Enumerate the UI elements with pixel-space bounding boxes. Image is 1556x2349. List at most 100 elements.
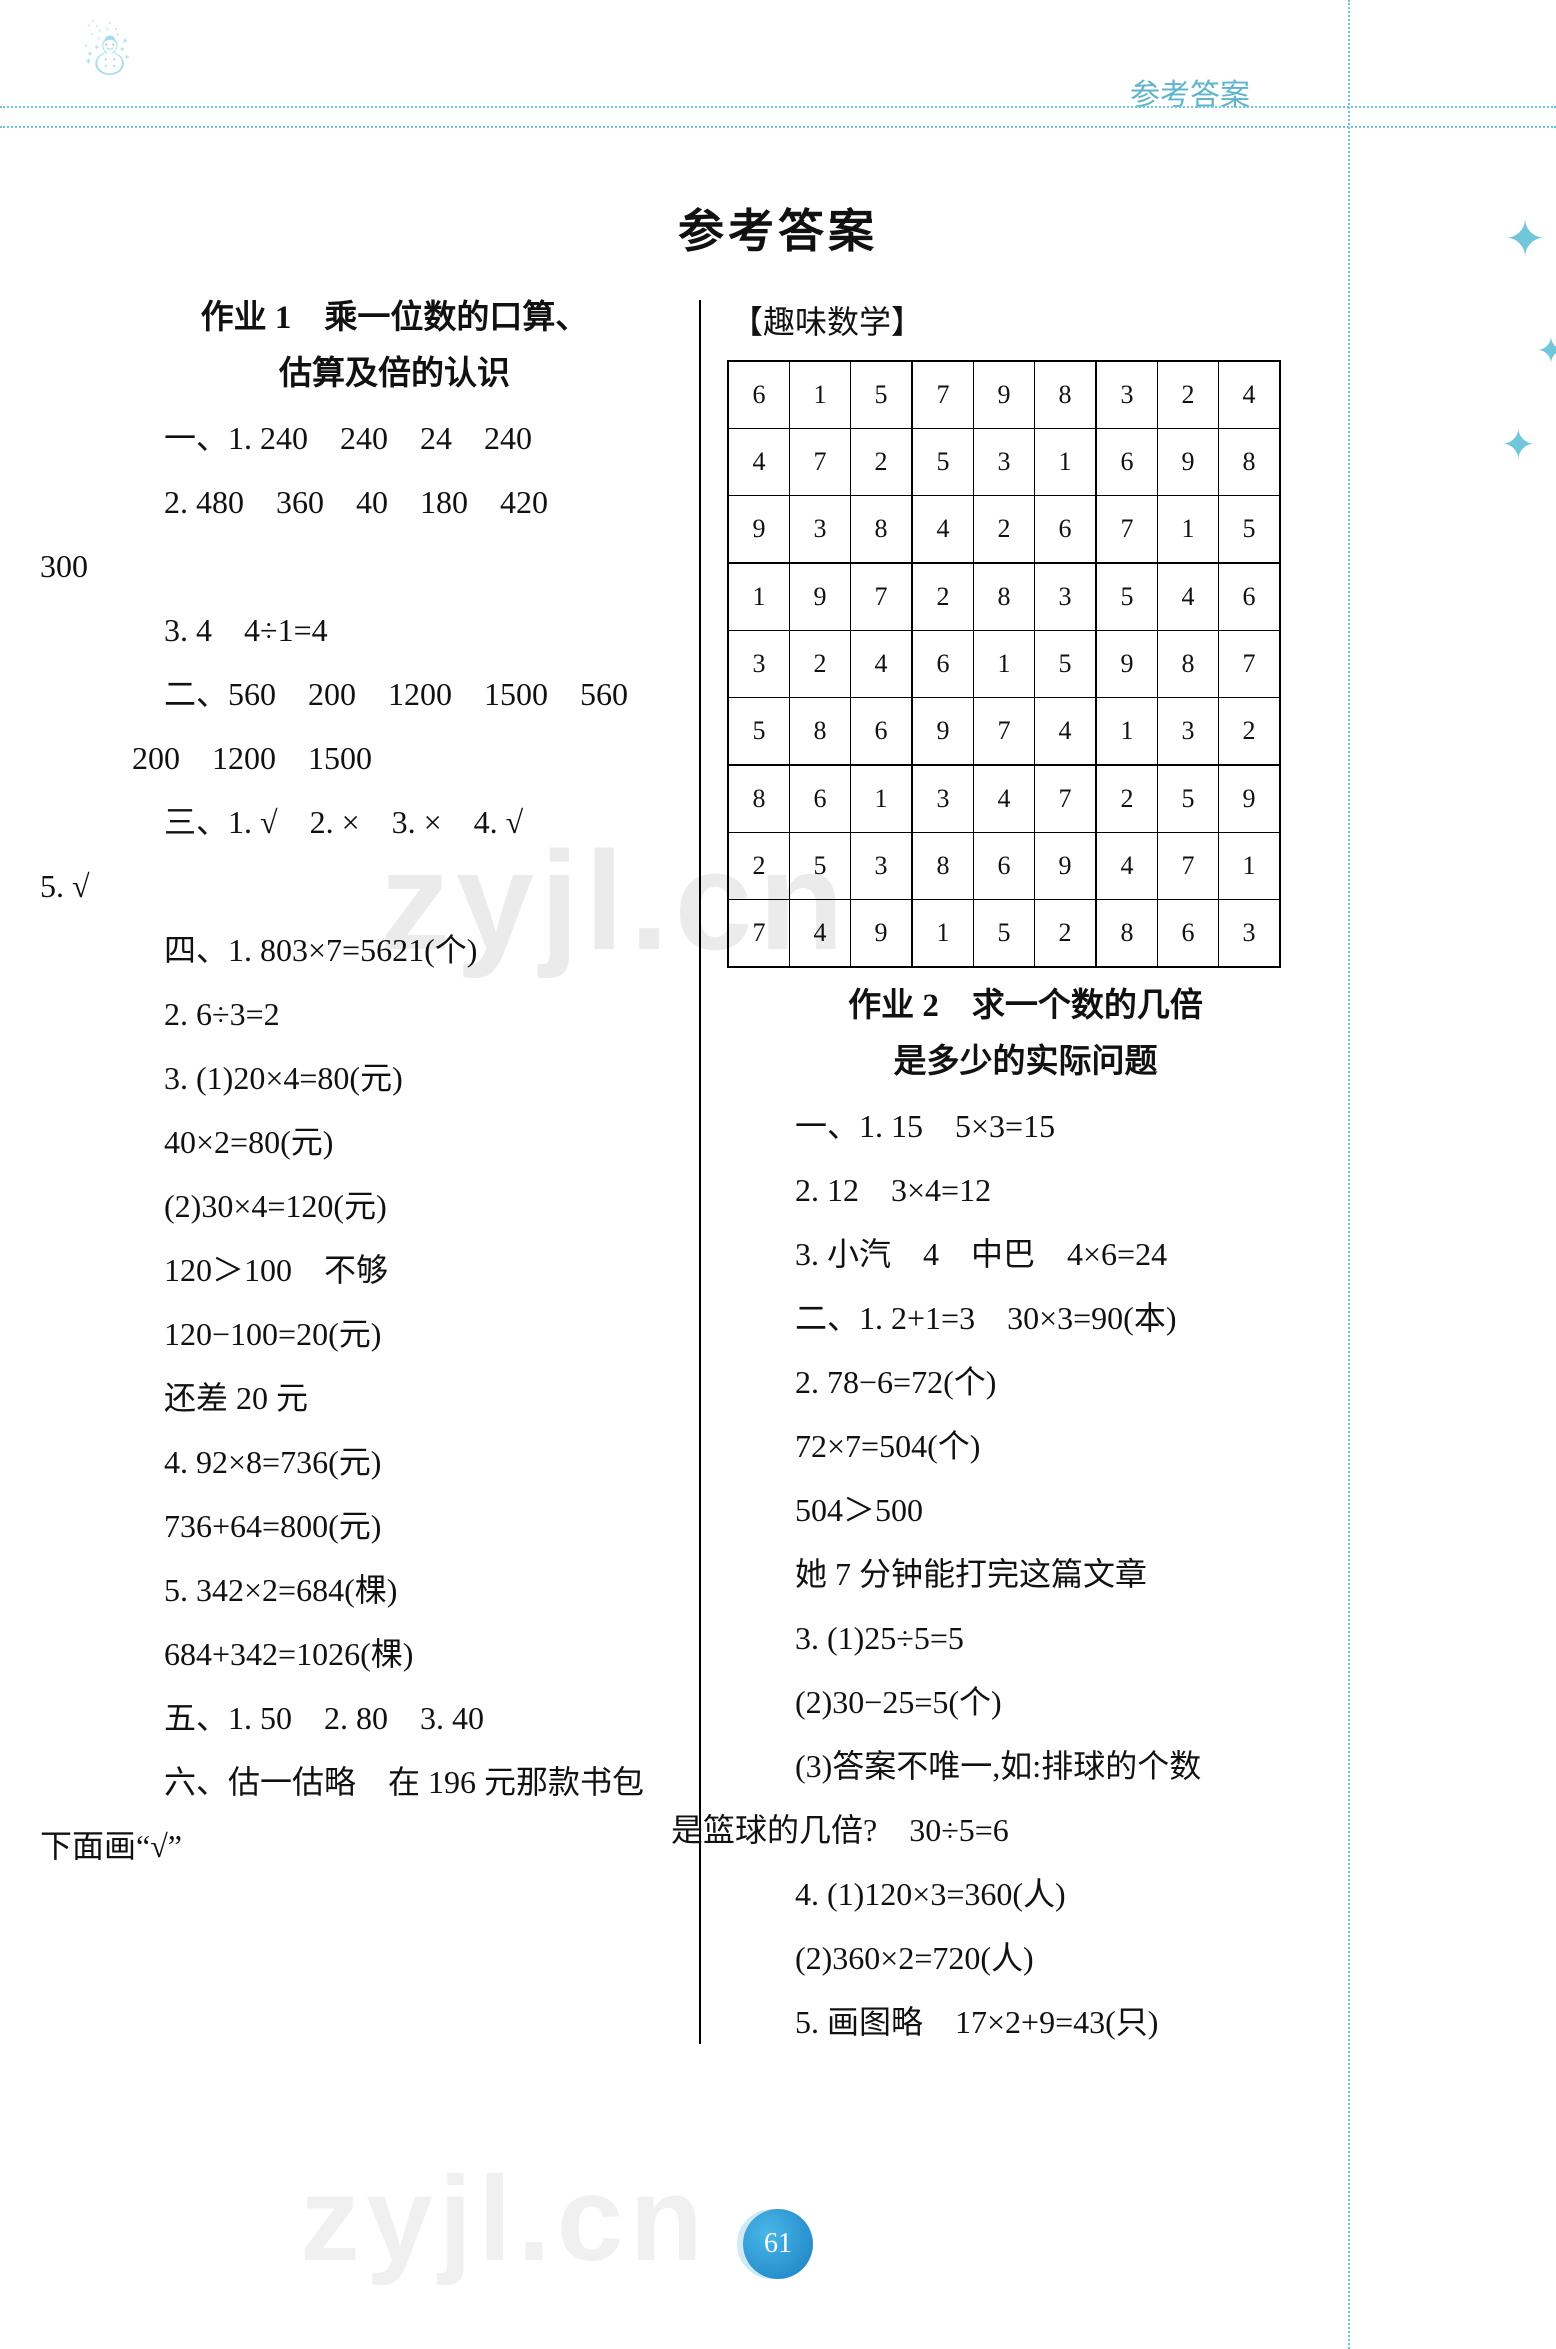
right-column: 【趣味数学】 615798324472531698938426715197283… (701, 290, 1320, 2054)
sudoku-cell: 4 (728, 429, 790, 496)
header-dotted-line-1 (0, 106, 1556, 108)
answer-line: 120＞100 不够 (100, 1238, 689, 1302)
sudoku-cell: 2 (1096, 765, 1158, 833)
right-margin-dotted-line (1348, 0, 1350, 2349)
sudoku-cell: 9 (1218, 765, 1280, 833)
sudoku-cell: 7 (1157, 833, 1218, 900)
sudoku-cell: 6 (1096, 429, 1158, 496)
sudoku-cell: 7 (1034, 765, 1096, 833)
section-title: 作业 2 求一个数的几倍 是多少的实际问题 (731, 978, 1320, 1090)
sudoku-cell: 3 (789, 496, 850, 564)
sudoku-cell: 8 (1157, 631, 1218, 698)
sudoku-cell: 8 (1096, 900, 1158, 968)
answer-line: 二、560 200 1200 1500 560 (100, 662, 689, 726)
sudoku-cell: 9 (850, 900, 912, 968)
sudoku-cell: 6 (1218, 563, 1280, 631)
answer-line: 下面画“√” (40, 1814, 689, 1878)
answer-line: 3. (1)20×4=80(元) (100, 1046, 689, 1110)
sudoku-cell: 9 (1034, 833, 1096, 900)
sudoku-cell: 3 (1218, 900, 1280, 968)
sudoku-cell: 3 (728, 631, 790, 698)
sudoku-cell: 5 (789, 833, 850, 900)
section-title-line2: 是多少的实际问题 (893, 1044, 1157, 1080)
sudoku-cell: 5 (973, 900, 1034, 968)
sudoku-cell: 6 (789, 765, 850, 833)
answer-line: 200 1200 1500 (100, 726, 689, 790)
watermark: zyjl.cn (300, 2150, 709, 2288)
sudoku-cell: 5 (1157, 765, 1218, 833)
sudoku-cell: 9 (1096, 631, 1158, 698)
answer-line: 2. 12 3×4=12 (731, 1158, 1320, 1222)
sudoku-cell: 7 (789, 429, 850, 496)
fun-math-label: 【趣味数学】 (731, 290, 1320, 354)
sudoku-cell: 1 (973, 631, 1034, 698)
sudoku-cell: 1 (1034, 429, 1096, 496)
section-title-line1: 作业 1 乘一位数的口算、 (201, 300, 589, 336)
sudoku-cell: 1 (1218, 833, 1280, 900)
section-title-line2: 估算及倍的认识 (279, 356, 510, 392)
sudoku-cell: 6 (1034, 496, 1096, 564)
sudoku-cell: 3 (1157, 698, 1218, 766)
sudoku-cell: 4 (912, 496, 974, 564)
sudoku-cell: 5 (912, 429, 974, 496)
sudoku-grid: 6157983244725316989384267151972835463246… (727, 360, 1320, 968)
sudoku-cell: 7 (1218, 631, 1280, 698)
answer-line: 一、1. 15 5×3=15 (731, 1094, 1320, 1158)
sudoku-cell: 9 (728, 496, 790, 564)
answer-line: 4. 92×8=736(元) (100, 1430, 689, 1494)
answer-line: 3. 小汽 4 中巴 4×6=24 (731, 1222, 1320, 1286)
sudoku-cell: 1 (1157, 496, 1218, 564)
answer-line: 504＞500 (731, 1478, 1320, 1542)
answer-line: (2)360×2=720(人) (731, 1926, 1320, 1990)
star-icon: ✦ (1536, 330, 1556, 372)
section-title-line1: 作业 2 求一个数的几倍 (848, 988, 1203, 1024)
sudoku-cell: 2 (1218, 698, 1280, 766)
sudoku-cell: 9 (912, 698, 974, 766)
answer-line: 2. 480 360 40 180 420 (100, 470, 689, 534)
sudoku-cell: 6 (912, 631, 974, 698)
sudoku-cell: 7 (850, 563, 912, 631)
sudoku-cell: 4 (1157, 563, 1218, 631)
answer-line: 72×7=504(个) (731, 1414, 1320, 1478)
sudoku-cell: 8 (1218, 429, 1280, 496)
sudoku-cell: 8 (1034, 361, 1096, 429)
answer-line: 300 (40, 534, 689, 598)
sudoku-cell: 5 (1034, 631, 1096, 698)
sudoku-cell: 3 (1034, 563, 1096, 631)
answer-line: 684+342=1026(棵) (100, 1622, 689, 1686)
answer-line: 2. 6÷3=2 (100, 982, 689, 1046)
sudoku-cell: 8 (973, 563, 1034, 631)
sudoku-cell: 4 (973, 765, 1034, 833)
answer-line: 3. (1)25÷5=5 (731, 1606, 1320, 1670)
sudoku-cell: 5 (1096, 563, 1158, 631)
sudoku-cell: 6 (1157, 900, 1218, 968)
sudoku-cell: 2 (912, 563, 974, 631)
answer-line: 5. √ (40, 854, 689, 918)
sudoku-table: 6157983244725316989384267151972835463246… (727, 360, 1281, 968)
answer-line: 2. 78−6=72(个) (731, 1350, 1320, 1414)
sudoku-cell: 1 (728, 563, 790, 631)
sudoku-cell: 5 (850, 361, 912, 429)
sudoku-cell: 2 (850, 429, 912, 496)
sudoku-cell: 8 (728, 765, 790, 833)
answer-text: 2. 480 360 40 180 420 (164, 484, 548, 520)
answer-line: 二、1. 2+1=3 30×3=90(本) (731, 1286, 1320, 1350)
sudoku-cell: 1 (912, 900, 974, 968)
sudoku-cell: 8 (850, 496, 912, 564)
answer-line: 还差 20 元 (100, 1366, 689, 1430)
sudoku-cell: 7 (912, 361, 974, 429)
sudoku-cell: 8 (912, 833, 974, 900)
answer-line: 736+64=800(元) (100, 1494, 689, 1558)
section-title: 作业 1 乘一位数的口算、 估算及倍的认识 (100, 290, 689, 402)
sudoku-cell: 4 (1034, 698, 1096, 766)
answer-line: (3)答案不唯一,如:排球的个数 (731, 1734, 1320, 1798)
sudoku-cell: 3 (912, 765, 974, 833)
sudoku-cell: 2 (728, 833, 790, 900)
header-dotted-line-2 (0, 126, 1556, 128)
sudoku-cell: 2 (789, 631, 850, 698)
left-column: 作业 1 乘一位数的口算、 估算及倍的认识 一、1. 240 240 24 24… (100, 290, 699, 2054)
answer-line: 六、估一估略 在 196 元那款书包 (100, 1750, 689, 1814)
answer-line: 5. 342×2=684(棵) (100, 1558, 689, 1622)
sudoku-cell: 7 (728, 900, 790, 968)
sudoku-cell: 1 (1096, 698, 1158, 766)
